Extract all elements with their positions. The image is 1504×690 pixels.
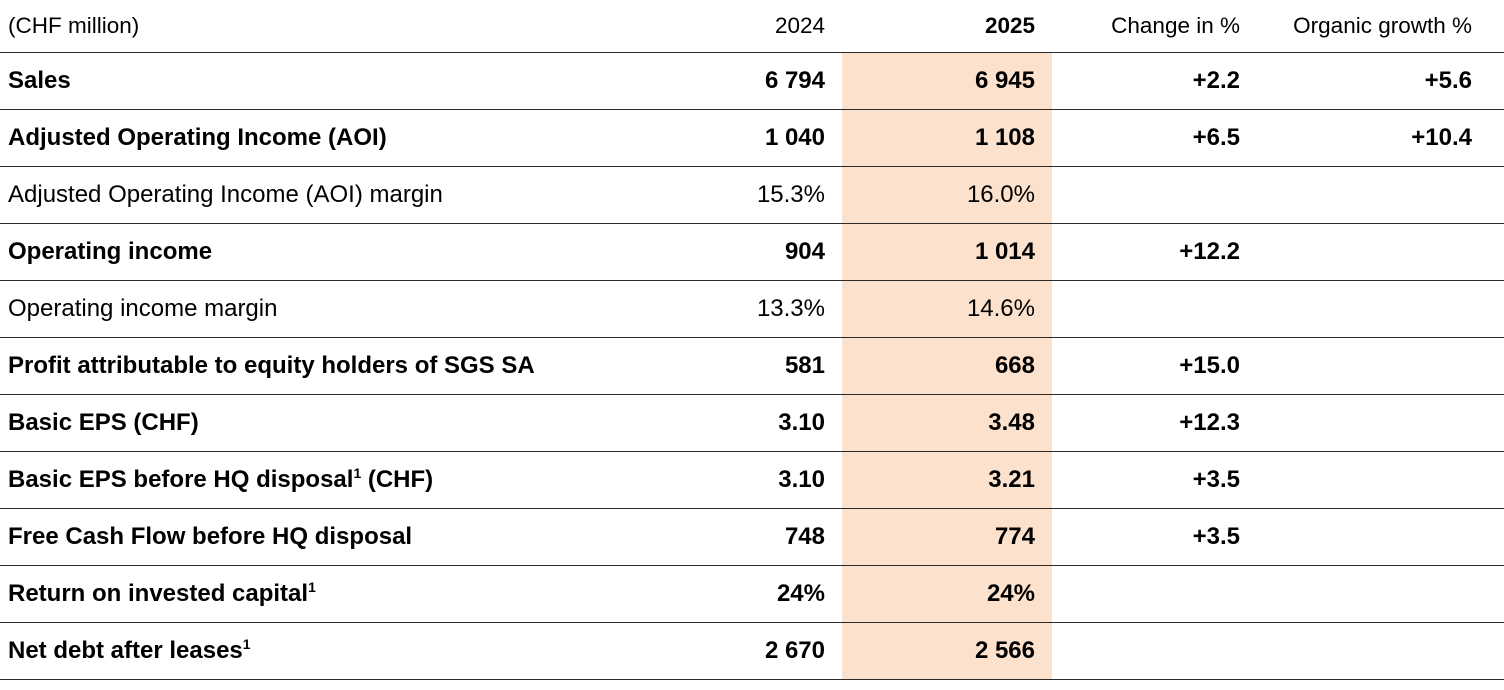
row-label: Basic EPS (CHF) [8,409,199,436]
row-label: Return on invested capital1 [8,580,316,607]
cell-2025: 24% [842,566,1052,622]
table-header-row: (CHF million) 2024 2025 Change in % Orga… [0,0,1504,52]
table-row: Operating income margin 13.3% 14.6% [0,280,1504,337]
table-row: Basic EPS (CHF) 3.10 3.48 +12.3 [0,394,1504,451]
footnote-marker: 1 [308,580,316,595]
cell-2025: 1 108 [842,110,1052,166]
cell-2025: 1 014 [842,224,1052,280]
cell-change-percent: +6.5 [1192,124,1240,151]
footnote-marker: 1 [242,637,251,652]
cell-change-percent: +12.2 [1179,238,1240,265]
cell-2025: 668 [842,338,1052,394]
cell-2024: 748 [784,523,825,550]
cell-2024: 3.10 [778,466,825,493]
row-label: Profit attributable to equity holders of… [8,352,535,379]
row-label: Basic EPS before HQ disposal1 (CHF) [8,466,434,493]
cell-2025: 6 945 [842,53,1052,109]
cell-2025: 16.0% [842,167,1052,223]
footnote-marker: 1 [353,466,362,481]
table-row: Profit attributable to equity holders of… [0,337,1504,394]
cell-2024: 904 [784,238,825,265]
cell-2024: 15.3% [756,181,825,208]
cell-2024: 581 [784,352,825,379]
row-label: Operating income margin [8,295,278,322]
cell-2024: 3.10 [778,409,825,436]
row-label: Adjusted Operating Income (AOI) [8,124,387,151]
table-row: Net debt after leases1 2 670 2 566 [0,622,1504,679]
row-label: Adjusted Operating Income (AOI) margin [8,181,443,208]
cell-change-percent: +3.5 [1192,523,1240,550]
table-row: Adjusted Operating Income (AOI) margin 1… [0,166,1504,223]
cell-2024: 13.3% [756,295,825,322]
cell-2025: 774 [842,509,1052,565]
row-label: Sales [8,67,71,94]
row-label: Free Cash Flow before HQ disposal [8,523,413,550]
cell-change-percent: +12.3 [1179,409,1240,436]
unit-label: (CHF million) [8,13,140,38]
column-header-2025: 2025 [984,13,1035,38]
cell-2025: 3.21 [842,452,1052,508]
column-header-2024: 2024 [774,13,825,38]
cell-change-percent: +3.5 [1192,466,1240,493]
table-row: Basic EPS before HQ disposal1 (CHF) 3.10… [0,451,1504,508]
cell-2024: 6 794 [764,67,825,94]
table-row: Free Cash Flow before HQ disposal 748 77… [0,508,1504,565]
table-bottom-rule [0,679,1504,680]
table-row: Return on invested capital1 24% 24% [0,565,1504,622]
cell-2025: 3.48 [842,395,1052,451]
row-label: Operating income [8,238,213,265]
cell-organic-growth: +5.6 [1424,67,1472,94]
row-label: Net debt after leases1 [8,637,251,664]
table-row: Sales 6 794 6 945 +2.2 +5.6 [0,52,1504,109]
table-body: Sales 6 794 6 945 +2.2 +5.6 Adjusted Ope… [0,52,1504,679]
cell-2024: 2 670 [764,637,825,664]
cell-2025: 2 566 [842,623,1052,679]
table-row: Operating income 904 1 014 +12.2 [0,223,1504,280]
cell-2024: 1 040 [764,124,825,151]
cell-organic-growth: +10.4 [1411,124,1472,151]
column-header-change: Change in % [1111,13,1240,38]
column-header-organic-growth: Organic growth % [1293,13,1472,38]
cell-change-percent: +15.0 [1179,352,1240,379]
cell-2025: 14.6% [842,281,1052,337]
cell-2024: 24% [776,580,825,607]
table-row: Adjusted Operating Income (AOI) 1 040 1 … [0,109,1504,166]
cell-change-percent: +2.2 [1192,67,1240,94]
